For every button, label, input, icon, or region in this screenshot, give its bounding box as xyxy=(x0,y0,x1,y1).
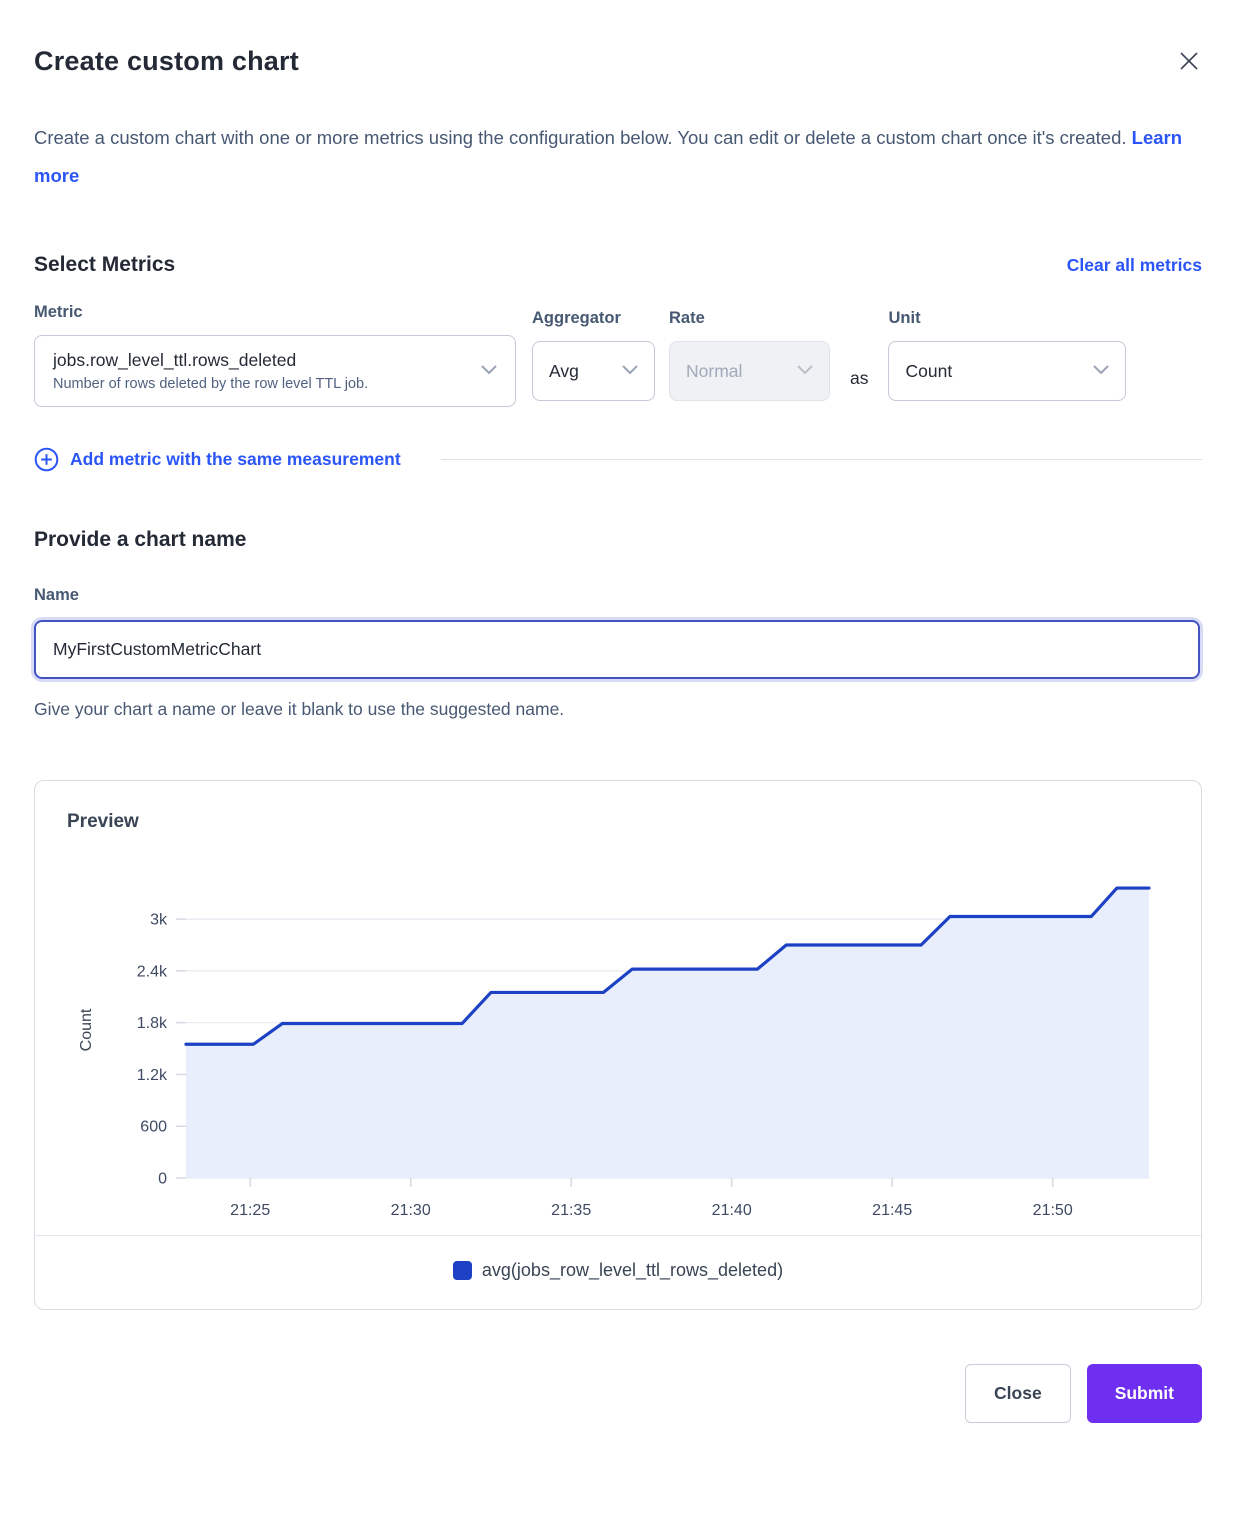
rate-column: Rate Normal xyxy=(669,309,830,407)
add-metric-link-label: Add metric with the same measurement xyxy=(70,449,401,469)
description-text: Create a custom chart with one or more m… xyxy=(34,127,1127,148)
svg-text:1.8k: 1.8k xyxy=(137,1015,168,1032)
metric-select-description: Number of rows deleted by the row level … xyxy=(53,375,369,392)
plus-circle-icon xyxy=(34,447,59,472)
unit-column: Unit Count xyxy=(888,309,1127,407)
clear-all-metrics-link[interactable]: Clear all metrics xyxy=(1066,255,1202,275)
svg-text:21:45: 21:45 xyxy=(872,1202,912,1219)
chart-name-input[interactable] xyxy=(34,620,1200,679)
preview-heading: Preview xyxy=(67,811,139,832)
modal-description: Create a custom chart with one or more m… xyxy=(34,119,1194,195)
rate-select: Normal xyxy=(669,341,830,401)
aggregator-select[interactable]: Avg xyxy=(532,341,655,401)
close-icon xyxy=(1178,50,1200,72)
svg-text:3k: 3k xyxy=(150,912,168,929)
close-button[interactable] xyxy=(1176,48,1202,74)
svg-text:2.4k: 2.4k xyxy=(137,963,168,980)
svg-text:600: 600 xyxy=(140,1119,167,1136)
metric-label: Metric xyxy=(34,303,83,321)
chart-name-heading: Provide a chart name xyxy=(34,528,247,551)
rate-select-value: Normal xyxy=(686,360,743,381)
chevron-down-icon xyxy=(797,362,813,380)
select-metrics-heading: Select Metrics xyxy=(34,253,176,276)
svg-text:Count: Count xyxy=(78,1008,95,1051)
submit-button[interactable]: Submit xyxy=(1086,1364,1202,1423)
svg-text:0: 0 xyxy=(158,1171,167,1188)
aggregator-select-value: Avg xyxy=(549,360,579,381)
page-title: Create custom chart xyxy=(34,46,299,76)
modal-footer: Close Submit xyxy=(34,1364,1202,1423)
unit-label: Unit xyxy=(888,309,921,327)
learn-more-link[interactable]: Learn more xyxy=(34,127,1183,186)
modal-header: Create custom chart xyxy=(34,46,1202,77)
chart-legend: avg(jobs_row_level_ttl_rows_deleted) xyxy=(67,1236,1169,1309)
chevron-down-icon xyxy=(1093,362,1110,380)
metric-config-row: Metric jobs.row_level_ttl.rows_deleted N… xyxy=(34,303,1202,407)
metric-select-text: jobs.row_level_ttl.rows_deleted Number o… xyxy=(53,350,368,392)
rate-label: Rate xyxy=(669,309,705,327)
aggregator-label: Aggregator xyxy=(532,309,621,327)
chevron-down-icon xyxy=(481,362,497,380)
legend-swatch xyxy=(452,1261,472,1280)
close-footer-button[interactable]: Close xyxy=(965,1364,1071,1423)
metric-select[interactable]: jobs.row_level_ttl.rows_deleted Number o… xyxy=(34,335,516,407)
divider xyxy=(440,459,1202,460)
svg-text:21:40: 21:40 xyxy=(712,1202,752,1219)
unit-select-value: Count xyxy=(905,360,953,381)
metric-select-value: jobs.row_level_ttl.rows_deleted xyxy=(53,350,297,371)
preview-chart: 0 600 1.2k 1.8k 2.4k 3k 21:25 21:30 21:35 21:40 21… xyxy=(67,857,1169,1229)
svg-text:1.2k: 1.2k xyxy=(137,1067,168,1084)
name-helper-text: Give your chart a name or leave it blank… xyxy=(34,699,565,719)
legend-label: avg(jobs_row_level_ttl_rows_deleted) xyxy=(481,1260,784,1280)
aggregator-column: Aggregator Avg xyxy=(532,309,655,407)
preview-card: Preview 0 600 1.2k 1.8k 2.4k 3k 21:25 21:30 21:3… xyxy=(34,780,1202,1310)
select-metrics-header: Select Metrics Clear all metrics xyxy=(34,253,1202,277)
svg-text:21:30: 21:30 xyxy=(391,1202,431,1219)
unit-select[interactable]: Count xyxy=(888,341,1127,401)
svg-text:21:35: 21:35 xyxy=(551,1202,591,1219)
name-label: Name xyxy=(34,586,79,604)
svg-text:21:25: 21:25 xyxy=(230,1202,270,1219)
add-metric-row: Add metric with the same measurement xyxy=(34,447,1202,472)
chevron-down-icon xyxy=(622,362,638,380)
add-metric-link[interactable]: Add metric with the same measurement xyxy=(34,447,401,472)
as-label: as xyxy=(850,368,869,388)
svg-text:21:50: 21:50 xyxy=(1033,1202,1073,1219)
create-custom-chart-modal: Create custom chart Create a custom char… xyxy=(34,46,1202,1423)
metric-column: Metric jobs.row_level_ttl.rows_deleted N… xyxy=(34,303,516,407)
divider xyxy=(35,1235,1201,1236)
